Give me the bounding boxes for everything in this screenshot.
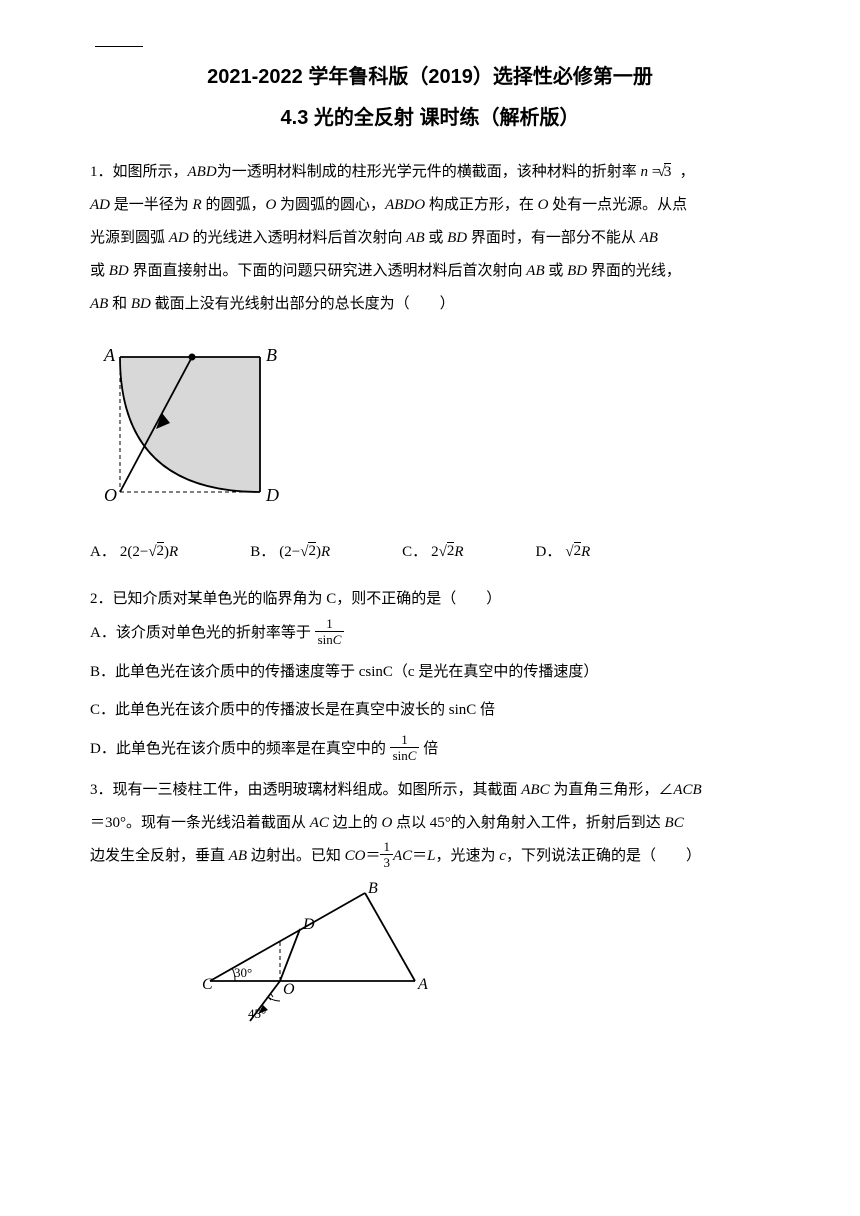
problem-1-diagram: A B O D — [90, 337, 770, 517]
p3-l2-i1: AC — [310, 815, 329, 831]
p3-l3-pre: 边发生全反射，垂直 — [90, 848, 229, 864]
p1-opt-b: B．(2−√2)R — [250, 537, 330, 567]
p1-l1-pre: 1．如图所示， — [90, 164, 188, 180]
p2a-fnum: 1 — [315, 617, 345, 632]
p3-l3-end: ，下列说法正确的是（ ） — [506, 848, 701, 864]
header-line — [95, 46, 143, 47]
label-D3: D — [302, 916, 315, 933]
p1-l2-i4: ABDO — [385, 197, 425, 213]
p1-l4-i3: BD — [567, 263, 587, 279]
p3-l3-i2: CO — [345, 848, 366, 864]
problem-1-options: A．2(2−√2)R B．(2−√2)R C．2√2R D．√2R — [90, 537, 770, 567]
p1-l5-i1: AB — [90, 296, 108, 312]
p3-l1-i2: ACB — [673, 782, 701, 798]
p2-opt-a: A．该介质对单色光的折射率等于 1sinC — [90, 616, 770, 651]
p2-opt-b: B．此单色光在该介质中的传播速度等于 csinC（c 是光在真空中的传播速度） — [90, 655, 770, 690]
p2a-fden: sinC — [315, 632, 345, 646]
label-O3: O — [283, 981, 295, 998]
p1-l2-mid3: 为圆弧的圆心， — [276, 197, 385, 213]
label-O: O — [104, 485, 117, 505]
p1-l2-mid1: 是一半径为 — [110, 197, 193, 213]
problem-3-diagram: C A B D O 30° 45° — [190, 881, 770, 1041]
p3-l1-pre: 3．现有一三棱柱工件，由透明玻璃材料组成。如图所示，其截面 — [90, 782, 521, 798]
p1-l2-mid4: 构成正方形，在 — [425, 197, 538, 213]
p3-l2-pre: ＝30°。现有一条光线沿着截面从 — [90, 815, 310, 831]
p1-l1-i1: ABD — [188, 164, 217, 180]
label-A3: A — [417, 976, 428, 993]
problem-2-options: A．该介质对单色光的折射率等于 1sinC B．此单色光在该介质中的传播速度等于… — [90, 616, 770, 766]
problem-3-text2: ＝30°。现有一条光线沿着截面从 AC 边上的 O 点以 45°的入射角射入工件… — [90, 807, 770, 840]
label-45: 45° — [248, 1006, 266, 1021]
p1-l1-mid: 为一透明材料制成的柱形光学元件的横截面，该种材料的折射率 — [217, 164, 637, 180]
problem-1-text4: 或 BD 界面直接射出。下面的问题只研究进入透明材料后首次射向 AB 或 BD … — [90, 255, 770, 288]
p1-l1-end: ， — [680, 164, 695, 180]
p1-l5-mid2: 截面上没有光线射出部分的总长度为（ ） — [151, 296, 455, 312]
problem-1-text5: AB 和 BD 截面上没有光线射出部分的总长度为（ ） — [90, 288, 770, 321]
p1-l3-pre: 光源到圆弧 — [90, 230, 169, 246]
problem-2-stem: 2．已知介质对某单色光的临界角为 C，则不正确的是（ ） — [90, 583, 770, 616]
label-A: A — [103, 345, 116, 365]
p1-l5-i2: BD — [131, 296, 151, 312]
p1-l3-i3: BD — [447, 230, 467, 246]
p3-l3-i3: AC — [393, 848, 412, 864]
p2d-fnum: 1 — [390, 733, 420, 748]
problem-3-text3: 边发生全反射，垂直 AB 边射出。已知 CO＝13AC＝L，光速为 c，下列说法… — [90, 840, 770, 873]
p1-l2-i2: R — [193, 197, 202, 213]
p3-fnum: 1 — [380, 840, 393, 855]
p1-opt-d: D．√2R — [536, 537, 591, 567]
label-30: 30° — [234, 965, 252, 980]
label-D: D — [265, 485, 279, 505]
title-main: 2021-2022 学年鲁科版（2019）选择性必修第一册 — [90, 60, 770, 89]
p1-l3-i4: AB — [640, 230, 658, 246]
label-B: B — [266, 345, 277, 365]
p1-l3-i2: AB — [406, 230, 424, 246]
p1-l2-mid5: 处有一点光源。从点 — [548, 197, 687, 213]
p1-l4-i2: AB — [526, 263, 544, 279]
p1-l4-mid1: 界面直接射出。下面的问题只研究进入透明材料后首次射向 — [129, 263, 527, 279]
p1-opt-c: C．2√2R — [402, 537, 463, 567]
problem-1-text: 1．如图所示，ABD为一透明材料制成的柱形光学元件的横截面，该种材料的折射率 n… — [90, 156, 770, 189]
p3-l2-i3: BC — [665, 815, 684, 831]
p1-l3-mid1: 的光线进入透明材料后首次射向 — [189, 230, 407, 246]
p3-l3-mid1: 边射出。已知 — [247, 848, 345, 864]
p1-l3-mid3: 界面时，有一部分不能从 — [467, 230, 640, 246]
label-C: C — [202, 976, 213, 993]
title-sub: 4.3 光的全反射 课时练（解析版） — [90, 101, 770, 130]
p1-l2-i1: AD — [90, 197, 110, 213]
p3-l2-mid1: 边上的 — [329, 815, 382, 831]
problem-3-text1: 3．现有一三棱柱工件，由透明玻璃材料组成。如图所示，其截面 ABC 为直角三角形… — [90, 774, 770, 807]
p2-opt-c: C．此单色光在该介质中的传播波长是在真空中波长的 sinC 倍 — [90, 693, 770, 728]
p1-l4-mid2: 或 — [545, 263, 568, 279]
p3-l2-mid2: 点以 45°的入射角射入工件，折射后到达 — [392, 815, 664, 831]
p1-l4-i1: BD — [109, 263, 129, 279]
p2-opt-d: D．此单色光在该介质中的频率是在真空中的 1sinC 倍 — [90, 732, 770, 767]
problem-1-text3: 光源到圆弧 AD 的光线进入透明材料后首次射向 AB 或 BD 界面时，有一部分… — [90, 222, 770, 255]
p1-l2-mid2: 的圆弧， — [202, 197, 266, 213]
p1-l3-mid2: 或 — [425, 230, 448, 246]
p3-l3-mid2: ，光速为 — [436, 848, 500, 864]
p3-l3-i4: L — [427, 848, 435, 864]
p1-opt-a: A．2(2−√2)R — [90, 537, 178, 567]
p2d-fden: sinC — [390, 748, 420, 762]
p3-l3-i5: c — [499, 848, 506, 864]
p2-optd-post: 倍 — [419, 741, 438, 757]
p1-l2-i5: O — [538, 197, 549, 213]
p2-optd-pre: D．此单色光在该介质中的频率是在真空中的 — [90, 741, 390, 757]
p1-l4-mid3: 界面的光线， — [587, 263, 681, 279]
p1-l3-i1: AD — [169, 230, 189, 246]
p3-l2-i2: O — [381, 815, 392, 831]
p3-l1-mid: 为直角三角形，∠ — [550, 782, 674, 798]
p1-l4-pre: 或 — [90, 263, 109, 279]
p3-l3-i1: AB — [229, 848, 247, 864]
p3-l3-eq: ＝ — [365, 848, 380, 864]
label-B3: B — [368, 881, 378, 897]
p3-fden: 3 — [380, 855, 393, 869]
p2-opta-pre: A．该介质对单色光的折射率等于 — [90, 625, 315, 641]
p1-l2-i3: O — [265, 197, 276, 213]
p1-l1-eq-n: n — [640, 164, 648, 180]
p3-l1-i1: ABC — [521, 782, 549, 798]
p1-l5-mid1: 和 — [108, 296, 131, 312]
p3-l3-eq2: ＝ — [412, 848, 427, 864]
problem-1-text2: AD 是一半径为 R 的圆弧，O 为圆弧的圆心，ABDO 构成正方形，在 O 处… — [90, 189, 770, 222]
